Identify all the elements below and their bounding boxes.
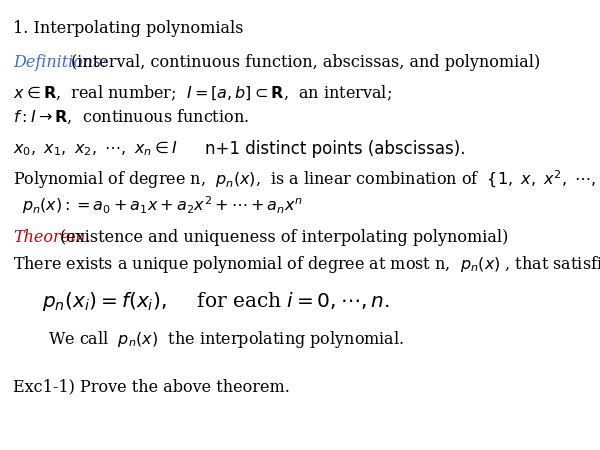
Text: Polynomial of degree n,  $p_n(x)$,  is a linear combination of  $\{1,\ x,\ x^2,\: Polynomial of degree n, $p_n(x)$, is a l… — [13, 169, 600, 191]
Text: $p_n(x) := a_0 + a_1 x + a_2 x^2 + \cdots + a_n x^n$: $p_n(x) := a_0 + a_1 x + a_2 x^2 + \cdot… — [22, 194, 302, 216]
Text: $f : I \rightarrow \mathbf{R}$,  continuous function.: $f : I \rightarrow \mathbf{R}$, continuo… — [13, 108, 249, 126]
Text: Theorem.: Theorem. — [13, 230, 91, 247]
Text: $p_n(x_i) = f(x_i), \quad$ for each $i = 0, \cdots, n.$: $p_n(x_i) = f(x_i), \quad$ for each $i =… — [42, 290, 390, 313]
Text: n+1 distinct points (abscissas).: n+1 distinct points (abscissas). — [205, 140, 466, 158]
Text: (existence and uniqueness of interpolating polynomial): (existence and uniqueness of interpolati… — [59, 230, 508, 247]
Text: $x \in \mathbf{R}$,  real number;  $I = [a, b] \subset \mathbf{R}$,  an interval: $x \in \mathbf{R}$, real number; $I = [a… — [13, 83, 392, 103]
Text: $x_0,\ x_1,\ x_2,\ \cdots,\ x_n \in I$: $x_0,\ x_1,\ x_2,\ \cdots,\ x_n \in I$ — [13, 140, 178, 158]
Text: 1. Interpolating polynomials: 1. Interpolating polynomials — [13, 20, 244, 37]
Text: There exists a unique polynomial of degree at most n,  $p_n(x)$ , that satisfies: There exists a unique polynomial of degr… — [13, 254, 600, 275]
Text: Exc1-1) Prove the above theorem.: Exc1-1) Prove the above theorem. — [13, 378, 290, 395]
Text: (interval, continuous function, abscissas, and polynomial): (interval, continuous function, abscissa… — [71, 54, 541, 71]
Text: Definitions:: Definitions: — [13, 54, 107, 71]
Text: We call  $p_n(x)$  the interpolating polynomial.: We call $p_n(x)$ the interpolating polyn… — [47, 328, 404, 350]
